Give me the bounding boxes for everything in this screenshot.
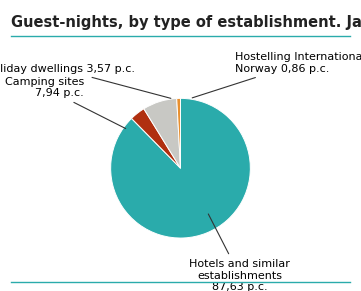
Text: Hotels and similar
establishments
87,63 p.c.: Hotels and similar establishments 87,63 … bbox=[190, 214, 290, 291]
Text: Camping sites
7,94 p.c.: Camping sites 7,94 p.c. bbox=[5, 77, 126, 129]
Wedge shape bbox=[144, 98, 180, 168]
Wedge shape bbox=[131, 109, 180, 168]
Wedge shape bbox=[111, 98, 250, 238]
Text: Guest-nights, by type of establishment. January 2003: Guest-nights, by type of establishment. … bbox=[11, 15, 361, 30]
Wedge shape bbox=[177, 98, 180, 168]
Text: Hostelling International
Norway 0,86 p.c.: Hostelling International Norway 0,86 p.c… bbox=[192, 52, 361, 98]
Text: Holiday dwellings 3,57 p.c.: Holiday dwellings 3,57 p.c. bbox=[0, 64, 171, 98]
